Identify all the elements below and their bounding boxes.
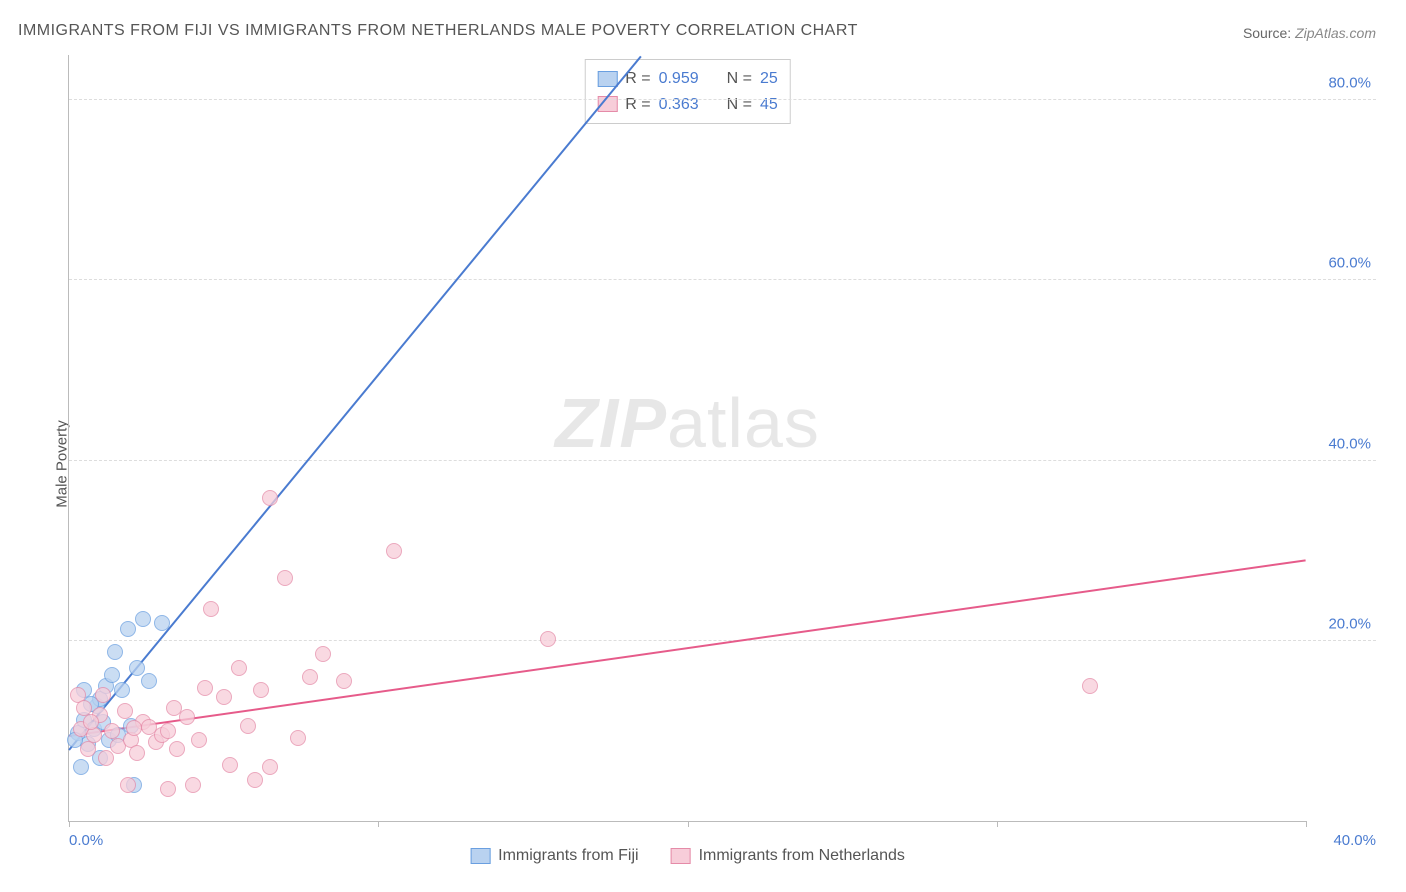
scatter-point	[104, 667, 120, 683]
corr-n-label: N =	[727, 92, 752, 118]
x-tick-label: 40.0%	[1333, 832, 1376, 849]
scatter-point	[290, 730, 306, 746]
corr-r-label: R =	[625, 92, 650, 118]
scatter-point	[1082, 678, 1098, 694]
watermark-zip: ZIP	[555, 384, 667, 462]
scatter-point	[86, 727, 102, 743]
corr-r-value: 0.363	[659, 92, 699, 118]
corr-n-label: N =	[727, 66, 752, 92]
legend-item: Immigrants from Fiji	[470, 847, 638, 865]
scatter-point	[120, 777, 136, 793]
chart-container: Male Poverty ZIPatlas R =0.959N =25R =0.…	[18, 55, 1376, 872]
x-tick	[1306, 821, 1307, 827]
watermark-atlas: atlas	[667, 384, 820, 462]
scatter-point	[169, 741, 185, 757]
y-tick-label: 40.0%	[1328, 435, 1371, 452]
corr-legend-row: R = 0.363 N = 45	[597, 92, 778, 118]
scatter-point	[240, 718, 256, 734]
corr-legend-row: R =0.959N =25	[597, 66, 778, 92]
scatter-point	[277, 570, 293, 586]
scatter-point	[386, 543, 402, 559]
source-label: Source:	[1243, 25, 1291, 41]
x-tick-label: 0.0%	[69, 832, 103, 849]
corr-n-value: 45	[760, 92, 778, 118]
x-tick	[997, 821, 998, 827]
scatter-point	[83, 714, 99, 730]
scatter-point	[117, 703, 133, 719]
scatter-point	[104, 723, 120, 739]
gridline	[69, 99, 1376, 100]
scatter-point	[160, 723, 176, 739]
scatter-point	[222, 757, 238, 773]
scatter-point	[73, 759, 89, 775]
y-tick-label: 20.0%	[1328, 615, 1371, 632]
scatter-point	[129, 660, 145, 676]
gridline	[69, 460, 1376, 461]
watermark: ZIPatlas	[555, 383, 820, 463]
legend-swatch	[671, 848, 691, 864]
scatter-point	[126, 720, 142, 736]
scatter-point	[336, 673, 352, 689]
trend-line	[69, 560, 1306, 738]
gridline	[69, 279, 1376, 280]
legend-item: Immigrants from Netherlands	[671, 847, 905, 865]
legend-label: Immigrants from Netherlands	[699, 847, 905, 865]
scatter-point	[141, 673, 157, 689]
plot-area: ZIPatlas R =0.959N =25R =0.363N =45 Immi…	[68, 55, 1306, 822]
scatter-point	[253, 682, 269, 698]
scatter-point	[262, 759, 278, 775]
scatter-point	[120, 621, 136, 637]
corr-n-value: 25	[760, 66, 778, 92]
scatter-point	[231, 660, 247, 676]
scatter-point	[114, 682, 130, 698]
x-tick	[378, 821, 379, 827]
scatter-point	[216, 689, 232, 705]
scatter-point	[129, 745, 145, 761]
y-tick-label: 80.0%	[1328, 75, 1371, 92]
trend-line	[68, 55, 642, 750]
scatter-point	[107, 644, 123, 660]
scatter-point	[203, 601, 219, 617]
source-value: ZipAtlas.com	[1295, 25, 1376, 41]
scatter-point	[197, 680, 213, 696]
scatter-point	[302, 669, 318, 685]
legend-swatch	[597, 71, 617, 87]
scatter-point	[191, 732, 207, 748]
gridline	[69, 640, 1376, 641]
scatter-point	[154, 615, 170, 631]
scatter-point	[540, 631, 556, 647]
scatter-point	[185, 777, 201, 793]
chart-title: IMMIGRANTS FROM FIJI VS IMMIGRANTS FROM …	[18, 22, 858, 40]
corr-r-value: 0.959	[659, 66, 699, 92]
scatter-point	[247, 772, 263, 788]
x-tick	[688, 821, 689, 827]
series-legend: Immigrants from Fiji Immigrants from Neth…	[470, 847, 905, 865]
scatter-point	[262, 490, 278, 506]
scatter-point	[95, 687, 111, 703]
scatter-point	[98, 750, 114, 766]
x-tick	[69, 821, 70, 827]
source-attribution: Source: ZipAtlas.com	[1243, 25, 1376, 41]
scatter-point	[135, 611, 151, 627]
legend-swatch	[470, 848, 490, 864]
scatter-point	[315, 646, 331, 662]
y-tick-label: 60.0%	[1328, 255, 1371, 272]
scatter-point	[166, 700, 182, 716]
legend-label: Immigrants from Fiji	[498, 847, 638, 865]
correlation-legend: R = 0.959 N = 25R = 0.363 N = 45	[584, 59, 791, 124]
scatter-point	[160, 781, 176, 797]
